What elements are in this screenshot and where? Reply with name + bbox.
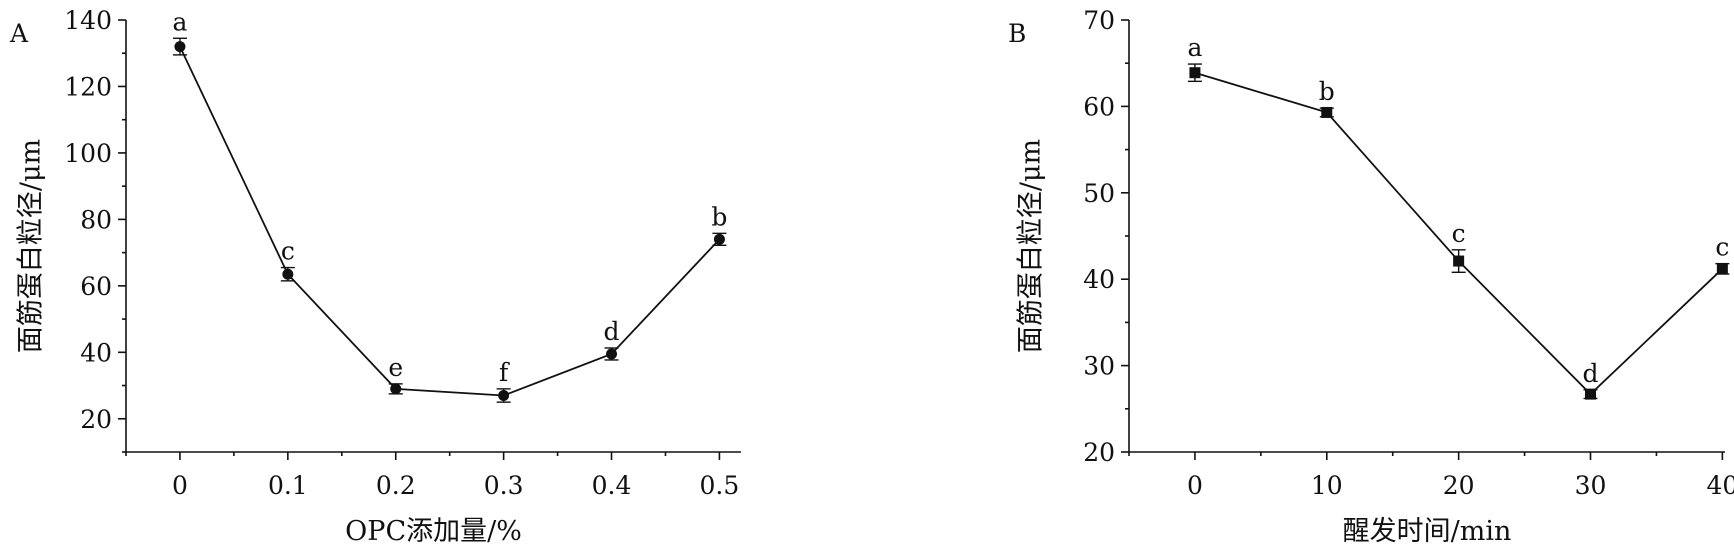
y-tick-label: 140: [64, 6, 112, 35]
y-tick-label: 70: [1083, 6, 1115, 35]
y-tick-label: 40: [1083, 265, 1115, 294]
x-tick-label: 0.4: [592, 471, 632, 500]
x-tick-label: 0.3: [484, 471, 524, 500]
x-axis-title: OPC添加量/%: [345, 516, 522, 547]
significance-label: f: [499, 358, 510, 387]
x-axis-title: 醒发时间/min: [1343, 516, 1512, 547]
significance-label: b: [711, 202, 727, 231]
significance-label: a: [1187, 33, 1202, 62]
x-tick-label: 40: [1706, 471, 1734, 500]
significance-label: a: [172, 7, 187, 36]
y-tick-label: 120: [64, 72, 112, 101]
data-point: [390, 383, 402, 395]
y-tick-label: 60: [1083, 92, 1115, 121]
y-axis-title: 面筋蛋白粒径/μm: [1016, 139, 1047, 353]
panel-label: B: [1008, 19, 1026, 48]
x-tick-label: 0: [1187, 471, 1203, 500]
data-point: [174, 41, 186, 53]
significance-label: e: [388, 353, 403, 382]
data-point: [1453, 255, 1465, 267]
y-tick-label: 100: [64, 139, 112, 168]
panel-b: B 20 30 40 50 60 70 0 10 20 30 40 醒发时间/min 面筋蛋白粒径/μm a…: [1008, 6, 1734, 547]
y-axis-title: 面筋蛋白粒径/μm: [16, 139, 47, 353]
data-point: [606, 348, 618, 360]
y-tick-label: 30: [1083, 352, 1115, 381]
y-tick-label: 60: [80, 272, 112, 301]
data-point: [1189, 67, 1201, 79]
significance-label: d: [1582, 359, 1598, 388]
significance-label: c: [1715, 233, 1729, 262]
x-tick-label: 0.2: [376, 471, 416, 500]
y-tick-label: 20: [80, 405, 112, 434]
panel-label: A: [9, 19, 29, 48]
x-tick-label: 30: [1575, 471, 1607, 500]
x-tick-label: 0.1: [268, 471, 308, 500]
significance-label: d: [604, 317, 620, 346]
significance-label: c: [281, 237, 295, 266]
data-point: [1585, 388, 1597, 400]
y-tick-label: 40: [80, 338, 112, 367]
x-tick-label: 0: [172, 471, 188, 500]
data-point: [282, 268, 294, 280]
significance-label: c: [1452, 219, 1466, 248]
data-point: [498, 390, 510, 402]
data-point: [1321, 106, 1333, 118]
data-point: [713, 233, 725, 245]
y-tick-label: 50: [1083, 179, 1115, 208]
data-point: [1716, 263, 1728, 275]
series-line: [179, 46, 721, 397]
x-tick-label: 0.5: [700, 471, 740, 500]
x-tick-label: 20: [1443, 471, 1475, 500]
y-tick-label: 20: [1083, 438, 1115, 467]
panel-a: A 20 40 60 80 100 120 140 0 0.1 0.2 0.3 0.4 0.5 OPC添加量…: [9, 6, 741, 547]
x-tick-label: 10: [1311, 471, 1343, 500]
y-tick-label: 80: [80, 205, 112, 234]
significance-label: b: [1319, 77, 1335, 106]
